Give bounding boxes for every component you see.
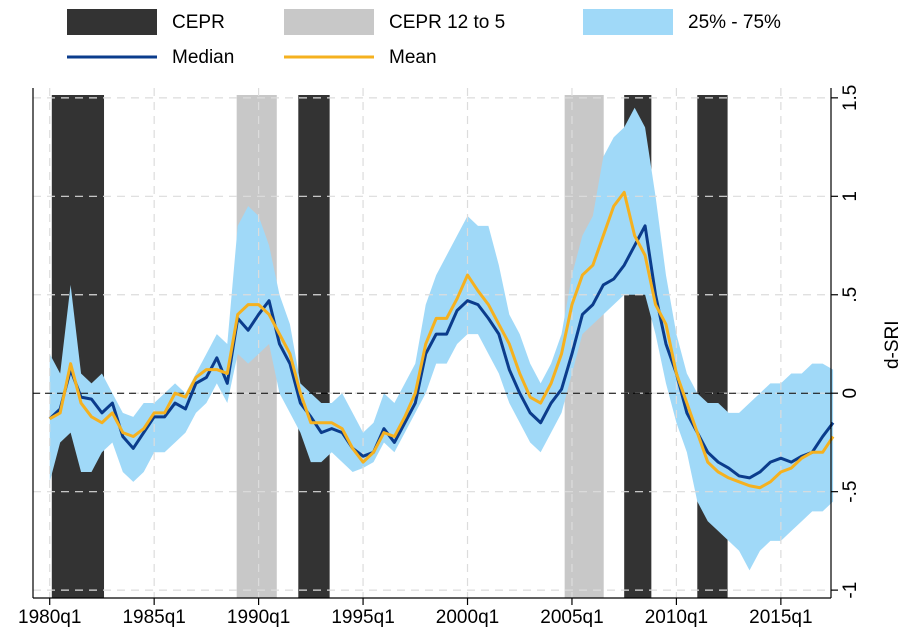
y-tick-label: .5 [840,287,861,303]
y-tick-label: 1 [840,191,861,202]
legend-label: Mean [389,47,437,68]
y-tick-label: 0 [840,388,861,399]
legend-swatch [284,9,374,35]
legend-label: CEPR 12 to 5 [389,12,505,33]
x-tick-label: 1985q1 [122,607,185,628]
series-line [48,224,835,480]
y-tick-label: -.5 [840,481,861,503]
legend-label: Median [172,47,234,68]
x-tick-label: 2005q1 [540,607,603,628]
x-tick-label: 2000q1 [436,607,499,628]
x-tick-label: 2010q1 [645,607,708,628]
x-tick-label: 1990q1 [227,607,290,628]
legend-swatch [583,9,673,35]
legend-swatch [67,9,157,35]
series-line [48,190,835,490]
y-tick-label: -1 [840,582,861,599]
x-tick-label: 2015q1 [749,607,812,628]
shaded-period [51,95,105,598]
iqr-band [49,107,834,571]
legend-label: 25% - 75% [688,12,781,33]
x-tick-label: 1995q1 [331,607,394,628]
shaded-period [298,95,330,598]
x-tick-label: 1980q1 [18,607,81,628]
y-axis-label: d-SRI [882,320,903,369]
legend-label: CEPR [172,12,225,33]
y-tick-label: 1.5 [840,85,861,111]
